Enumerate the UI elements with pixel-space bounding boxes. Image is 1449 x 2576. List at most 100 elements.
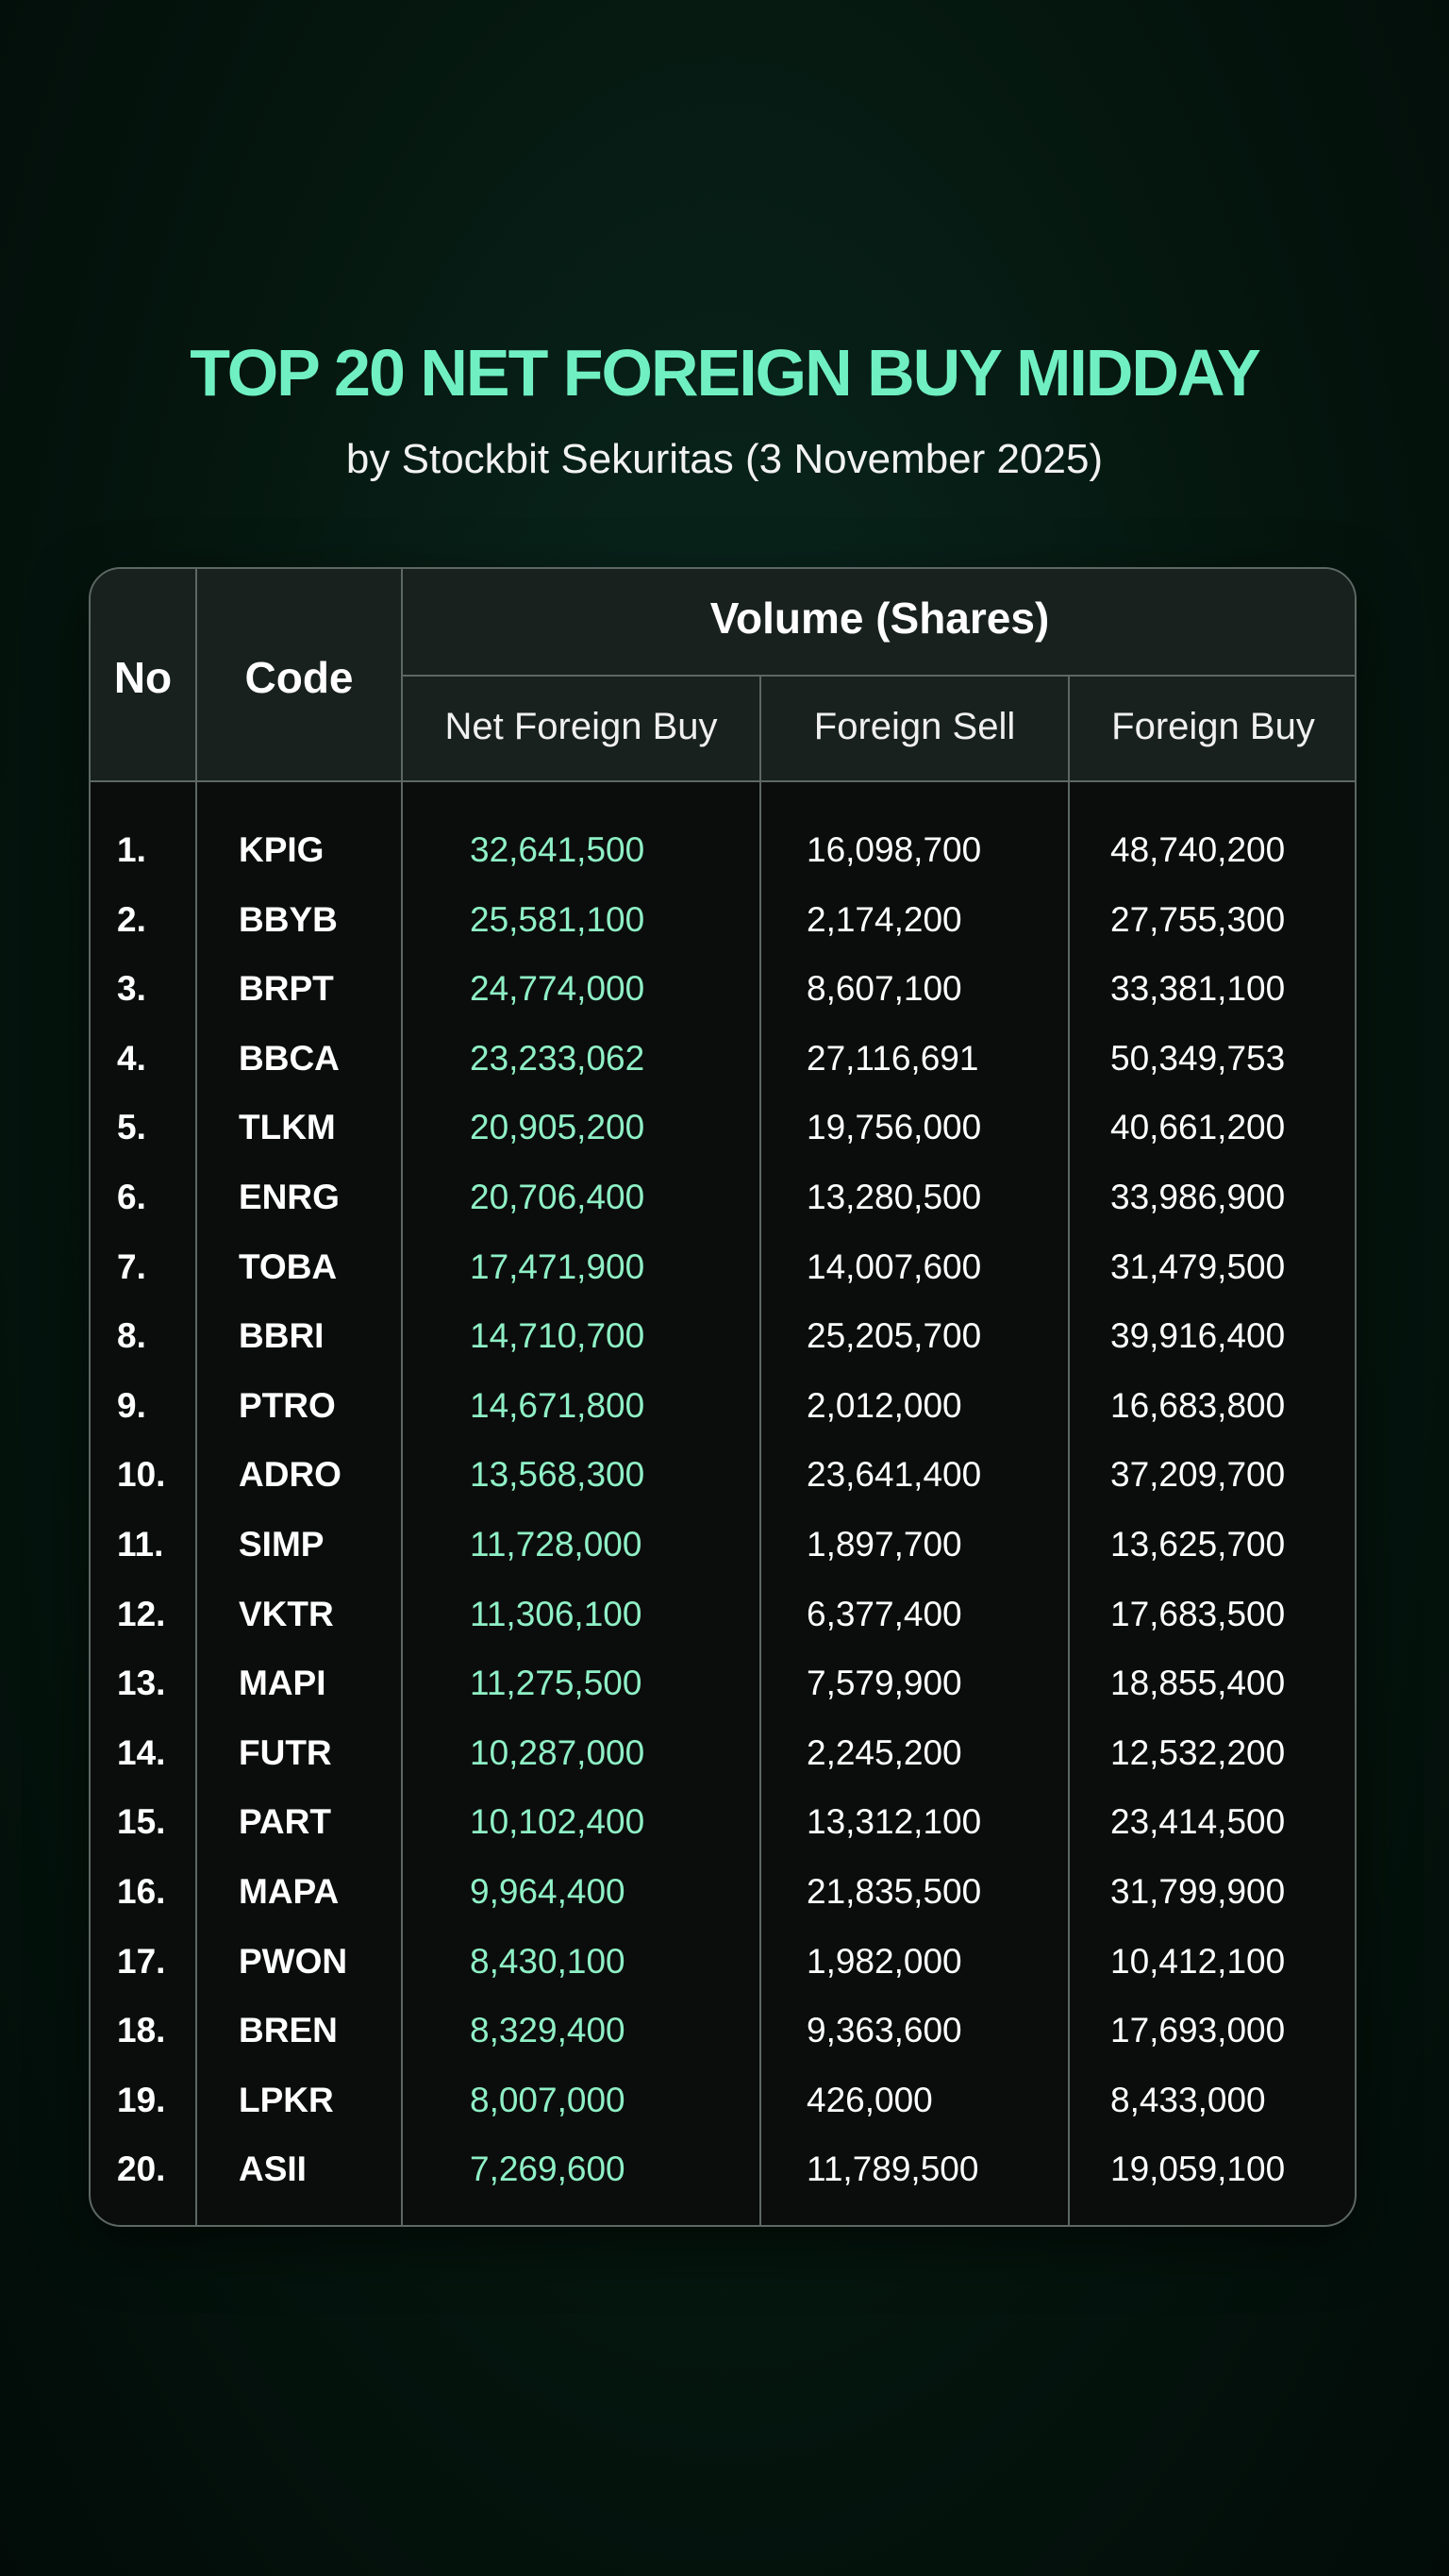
foreign-buy: 33,986,900 [1110,1178,1286,1216]
foreign-sell: 6,377,400 [807,1594,962,1633]
foreign-buy: 40,661,200 [1110,1108,1286,1147]
row-divider [91,780,1355,782]
foreign-buy: 37,209,700 [1110,1455,1286,1495]
stock-code: ADRO [239,1455,341,1495]
net-foreign-buy: 13,568,300 [470,1455,645,1495]
net-foreign-buy: 14,671,800 [470,1385,645,1425]
foreign-sell: 13,280,500 [807,1178,982,1216]
header-group: Volume (Shares) [709,594,1050,643]
stock-code: TLKM [239,1108,336,1147]
net-foreign-buy: 8,430,100 [470,1941,625,1981]
stock-code: PTRO [239,1385,336,1425]
stock-code: VKTR [239,1594,334,1633]
net-foreign-buy: 17,471,900 [470,1246,645,1286]
net-foreign-buy: 11,275,500 [470,1664,642,1703]
foreign-buy: 19,059,100 [1110,2149,1286,2189]
row-number: 1. [117,830,146,869]
row-number: 20. [117,2149,166,2189]
foreign-sell: 16,098,700 [807,830,982,869]
net-foreign-buy: 23,233,062 [470,1038,645,1078]
foreign-sell: 11,789,500 [807,2149,979,2189]
foreign-buy: 17,683,500 [1110,1594,1286,1633]
header-column: Net Foreign Buy [444,706,718,747]
foreign-sell: 426,000 [807,2080,933,2119]
net-foreign-buy: 8,329,400 [470,2011,625,2050]
net-foreign-buy: 20,706,400 [470,1178,645,1216]
net-foreign-buy: 11,728,000 [470,1525,642,1564]
foreign-sell: 2,012,000 [807,1385,962,1425]
row-number: 3. [117,969,146,1009]
stock-code: ENRG [239,1178,340,1216]
header-code: Code [244,653,354,702]
header-column: Foreign Sell [813,706,1016,747]
foreign-sell: 7,579,900 [807,1664,962,1703]
row-number: 5. [117,1108,146,1147]
row-number: 14. [117,1732,166,1772]
foreign-buy: 23,414,500 [1110,1802,1286,1842]
foreign-buy: 27,755,300 [1110,899,1286,939]
stock-code: PWON [239,1941,348,1981]
net-foreign-buy: 10,287,000 [470,1732,645,1772]
foreign-buy: 18,855,400 [1110,1664,1286,1703]
foreign-sell: 8,607,100 [807,969,962,1009]
foreign-sell: 9,363,600 [807,2011,962,2050]
net-foreign-buy: 11,306,100 [470,1594,642,1633]
foreign-sell: 1,982,000 [807,1941,962,1981]
foreign-buy: 48,740,200 [1110,830,1286,869]
stock-code: KPIG [239,830,325,869]
foreign-sell: 21,835,500 [807,1872,982,1911]
net-foreign-buy: 32,641,500 [470,830,645,869]
title: TOP 20 NET FOREIGN BUY MIDDAY [190,336,1261,410]
foreign-sell: 27,116,691 [807,1038,979,1078]
column-divider [1068,676,1070,2225]
column-divider [759,676,761,2225]
row-number: 12. [117,1594,166,1633]
row-number: 6. [117,1178,146,1216]
row-number: 7. [117,1246,146,1286]
stock-code: BBCA [239,1038,340,1078]
net-foreign-buy: 25,581,100 [470,899,645,939]
table: No Code Volume (Shares) Net Foreign Buy … [89,567,1357,2227]
row-divider [403,675,1355,677]
foreign-sell: 23,641,400 [807,1455,982,1495]
foreign-sell: 1,897,700 [807,1525,962,1564]
row-number: 17. [117,1941,166,1981]
foreign-buy: 12,532,200 [1110,1732,1286,1772]
column-divider [195,569,197,2225]
row-number: 4. [117,1038,146,1078]
foreign-buy: 10,412,100 [1110,1941,1286,1981]
stock-code: FUTR [239,1732,332,1772]
foreign-buy: 16,683,800 [1110,1385,1286,1425]
stock-code: TOBA [239,1246,338,1286]
stock-code: ASII [239,2149,307,2189]
row-number: 18. [117,2011,166,2050]
foreign-buy: 39,916,400 [1110,1316,1286,1356]
row-number: 8. [117,1316,146,1356]
stock-code: BBYB [239,899,338,939]
foreign-buy: 31,479,500 [1110,1246,1286,1286]
row-number: 16. [117,1872,166,1911]
stock-code: BBRI [239,1316,325,1356]
stock-code: BRPT [239,969,334,1009]
net-foreign-buy: 14,710,700 [470,1316,645,1356]
foreign-sell: 2,245,200 [807,1732,962,1772]
stock-code: LPKR [239,2080,334,2119]
row-number: 2. [117,899,146,939]
header-column: Foreign Buy [1111,706,1315,747]
foreign-buy: 33,381,100 [1110,969,1286,1009]
foreign-sell: 13,312,100 [807,1802,982,1842]
foreign-sell: 14,007,600 [807,1246,982,1286]
net-foreign-buy: 20,905,200 [470,1108,645,1147]
stock-code: BREN [239,2011,338,2050]
stock-code: MAPI [239,1664,326,1703]
stock-code: SIMP [239,1525,325,1564]
net-foreign-buy: 9,964,400 [470,1872,625,1911]
row-number: 15. [117,1802,166,1842]
row-number: 10. [117,1455,166,1495]
foreign-sell: 19,756,000 [807,1108,982,1147]
row-number: 9. [117,1385,146,1425]
row-number: 11. [117,1525,164,1564]
subtitle: by Stockbit Sekuritas (3 November 2025) [345,436,1104,482]
net-foreign-buy: 8,007,000 [470,2080,625,2119]
